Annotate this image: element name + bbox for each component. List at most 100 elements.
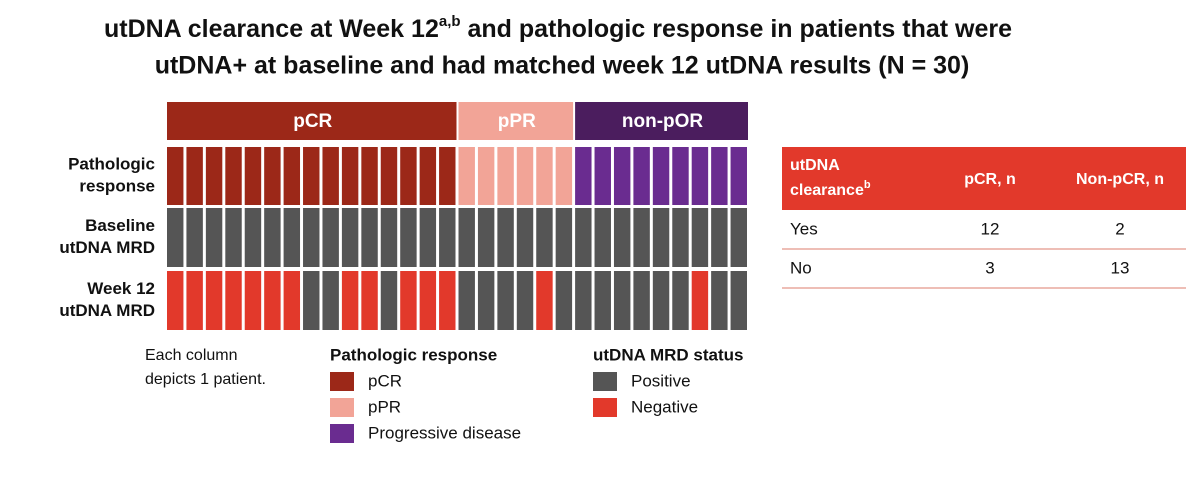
cell	[439, 208, 456, 267]
row-label: Baseline	[85, 216, 155, 235]
table-header-cell: Non-pCR, n	[1076, 171, 1164, 188]
cell	[361, 271, 378, 330]
cell	[633, 147, 650, 205]
cell	[341, 208, 359, 267]
cell	[419, 147, 437, 205]
cell	[322, 147, 339, 205]
row-label: Pathologic	[68, 154, 155, 173]
cell	[186, 271, 203, 330]
cell	[672, 147, 689, 205]
cell	[672, 271, 689, 330]
cell	[167, 208, 184, 267]
cell	[711, 208, 728, 267]
cell	[244, 271, 262, 330]
title-part: utDNA clearance at Week 12	[104, 15, 439, 43]
cell	[205, 271, 223, 330]
cell	[730, 271, 747, 330]
cell	[536, 271, 553, 330]
cell	[380, 147, 398, 205]
table-header-cell: pCR, n	[964, 171, 1016, 188]
cell	[555, 208, 573, 267]
legend-note: depicts 1 patient.	[145, 371, 266, 388]
cell	[361, 147, 378, 205]
cell	[400, 147, 417, 205]
cell	[730, 208, 747, 267]
cell	[361, 208, 378, 267]
cell	[633, 271, 650, 330]
cell	[400, 208, 417, 267]
cell	[652, 271, 670, 330]
cell	[477, 271, 495, 330]
legend-label: pPR	[368, 397, 401, 416]
cell	[225, 147, 242, 205]
cell	[264, 271, 281, 330]
cell	[225, 271, 242, 330]
cell	[303, 271, 320, 330]
group-header	[458, 102, 574, 140]
cell	[497, 271, 514, 330]
cell	[575, 147, 592, 205]
cell	[400, 271, 417, 330]
title-part: and pathologic response in patients that…	[461, 15, 1013, 43]
cell	[283, 208, 301, 267]
legend-label: Positive	[631, 371, 691, 390]
table-cell: Yes	[790, 219, 818, 238]
cell	[575, 208, 592, 267]
cell	[575, 271, 592, 330]
row-label: utDNA MRD	[59, 301, 155, 320]
cell	[439, 147, 456, 205]
group-label: pCR	[293, 111, 332, 132]
cell	[341, 147, 359, 205]
cell	[380, 271, 398, 330]
group-header	[167, 102, 457, 140]
cell	[283, 147, 301, 205]
cell	[633, 208, 650, 267]
legend-label: pCR	[368, 371, 402, 390]
title-sup: a,b	[439, 13, 461, 30]
cell	[652, 208, 670, 267]
cell	[283, 271, 301, 330]
cell	[652, 147, 670, 205]
cell	[322, 208, 339, 267]
cell	[711, 147, 728, 205]
cell	[264, 147, 281, 205]
cell	[691, 271, 709, 330]
cell	[613, 147, 631, 205]
cell	[711, 271, 728, 330]
cell	[186, 147, 203, 205]
cell	[322, 271, 339, 330]
legend-swatch	[330, 424, 354, 443]
cell	[303, 147, 320, 205]
legend-label: Negative	[631, 397, 698, 416]
cell	[341, 271, 359, 330]
cell	[477, 208, 495, 267]
cell	[303, 208, 320, 267]
cell	[672, 208, 689, 267]
cell	[458, 208, 475, 267]
cell	[419, 271, 437, 330]
cell	[167, 271, 184, 330]
cell	[458, 147, 475, 205]
cell	[594, 147, 611, 205]
cell	[205, 208, 223, 267]
group-label: non-pOR	[622, 111, 704, 132]
table-cell: No	[790, 258, 812, 277]
cell	[244, 208, 262, 267]
cell	[536, 147, 553, 205]
legend-swatch	[593, 372, 617, 391]
title: utDNA clearance at Week 12a,b and pathol…	[104, 13, 1012, 43]
row-label: response	[79, 176, 155, 195]
table-header-sup: b	[864, 179, 871, 191]
title: utDNA+ at baseline and had matched week …	[155, 52, 970, 80]
cell	[497, 208, 514, 267]
table-header	[782, 147, 1186, 210]
legend-swatch	[593, 398, 617, 417]
cell	[477, 147, 495, 205]
cell	[730, 147, 747, 205]
table-header-cell: utDNA	[790, 157, 840, 174]
table-cell: 2	[1115, 219, 1124, 238]
cell	[691, 208, 709, 267]
table-cell: 3	[985, 258, 994, 277]
cell	[497, 147, 514, 205]
